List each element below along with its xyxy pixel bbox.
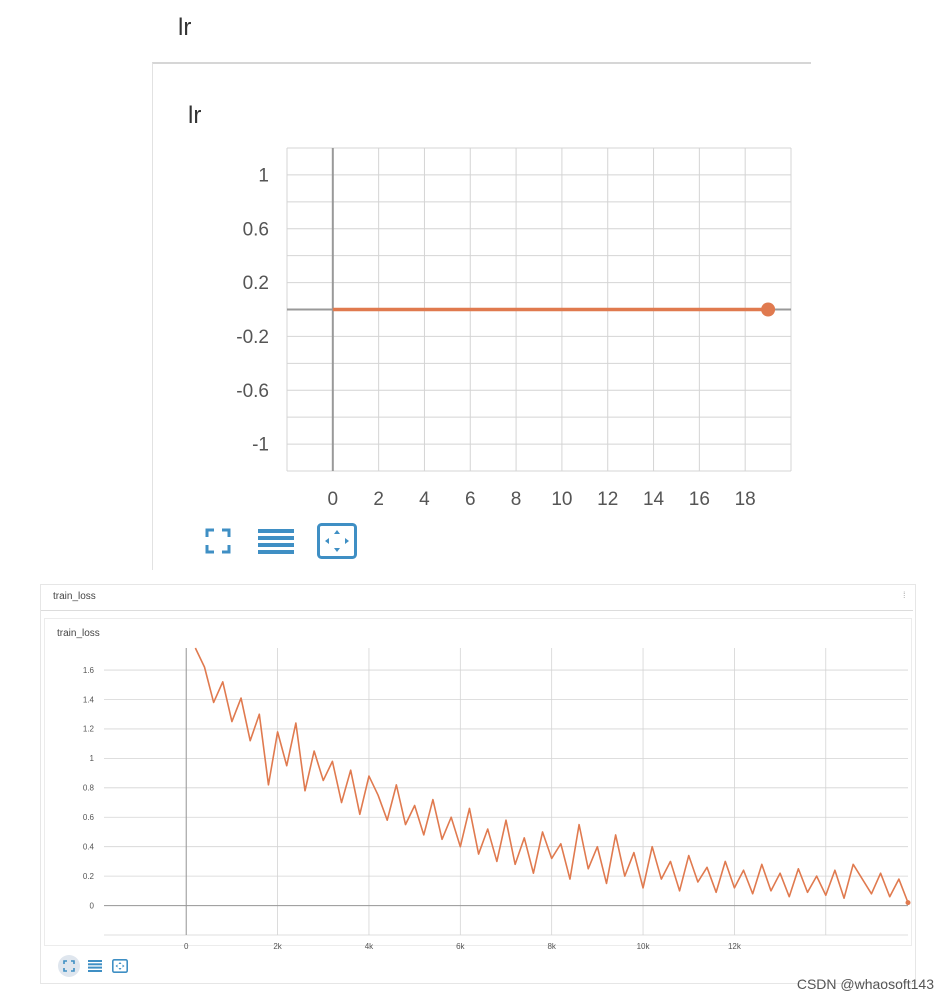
data-table-icon[interactable] — [256, 523, 296, 559]
train-loss-chart-title: train_loss — [57, 628, 100, 639]
lr-chart-title: lr — [188, 102, 202, 129]
train-loss-section-title[interactable]: train_loss — [53, 591, 96, 602]
data-table-icon[interactable] — [86, 957, 104, 975]
fit-to-data-icon[interactable] — [200, 523, 236, 559]
more-icon[interactable]: ⁞ — [903, 590, 906, 600]
lr-toolbar — [200, 522, 358, 560]
watermark: CSDN @whaosoft143 — [796, 976, 934, 992]
lr-chart-card — [152, 62, 811, 570]
train-loss-toolbar — [58, 955, 130, 977]
section-divider — [41, 610, 913, 611]
lr-section-title[interactable]: lr — [178, 14, 192, 41]
expand-chart-icon[interactable] — [110, 957, 130, 975]
expand-chart-icon[interactable] — [316, 522, 358, 560]
fit-to-data-icon[interactable] — [58, 955, 80, 977]
train-loss-chart-card — [44, 618, 912, 946]
